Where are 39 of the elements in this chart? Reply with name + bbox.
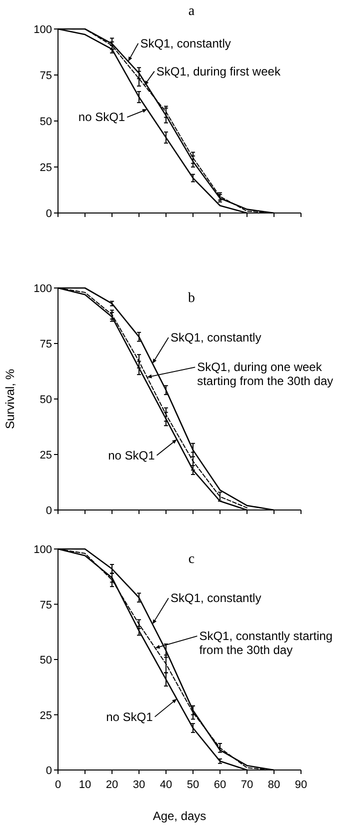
y-tick-label: 0 [46, 208, 52, 220]
series-label: SkQ1, constantly [140, 36, 231, 50]
series-label: no SkQ1 [78, 110, 126, 124]
y-tick-label: 75 [40, 70, 52, 82]
x-tick-label: 80 [268, 779, 280, 791]
y-tick-label: 100 [34, 24, 52, 36]
text: no SkQ1 [106, 710, 154, 724]
x-tick-label: 40 [160, 779, 172, 791]
x-tick-label: 30 [132, 779, 146, 791]
y-tick-label: 50 [40, 654, 52, 666]
y-tick-label: 75 [40, 338, 52, 350]
y-tick-label: 50 [40, 394, 52, 406]
x-tick-label: 20 [106, 779, 118, 791]
x-tick-label: 10 [78, 779, 92, 791]
y-tick-label: 25 [40, 450, 52, 462]
x-axis-title: Age, days [152, 809, 206, 823]
text: SkQ1, constantly [170, 591, 262, 606]
x-tick-label: 60 [214, 779, 226, 791]
y-tick-label: 100 [34, 544, 52, 556]
legend-label: SkQ1, during first week [156, 64, 282, 78]
x-tick-label: 90 [294, 779, 308, 791]
legend-label: SkQ1, constantly starting from the 30th day [199, 629, 333, 658]
y-axis-title: Survival, % [3, 368, 17, 430]
chart-title: c [188, 552, 195, 567]
chart-title: a [188, 4, 196, 19]
text: SkQ1, constantly [170, 330, 262, 344]
y-tick-label: 100 [34, 283, 52, 295]
x-tick-label: 0 [54, 779, 62, 791]
y-tick-label: 25 [40, 710, 52, 722]
y-tick-label: 0 [46, 505, 52, 517]
x-tick-label: 50 [186, 779, 200, 791]
y-tick-label: 25 [40, 162, 52, 174]
chart-title: b [188, 291, 195, 306]
y-tick-label: 75 [40, 599, 52, 612]
y-tick-label: 50 [40, 116, 52, 128]
legend-label: SkQ1, during one week starting from the 30th day [197, 360, 334, 388]
y-tick-label: 0 [46, 765, 52, 777]
x-tick-label: 70 [240, 779, 254, 791]
series-label: no SkQ1 [108, 448, 156, 462]
